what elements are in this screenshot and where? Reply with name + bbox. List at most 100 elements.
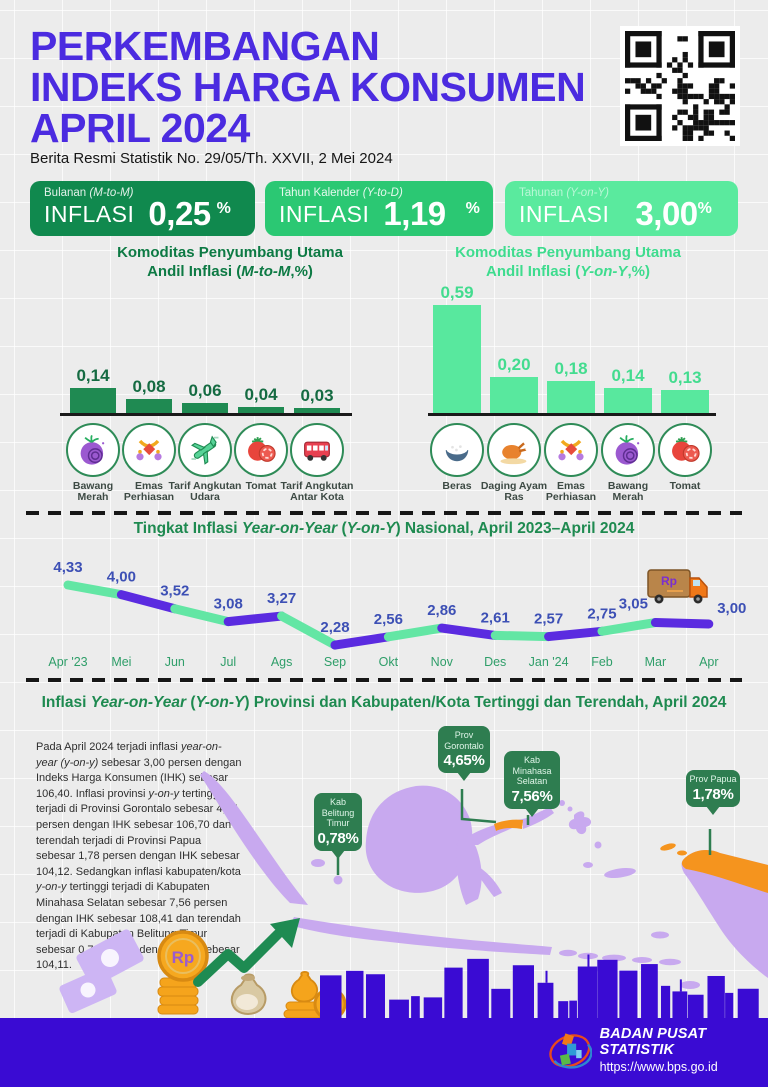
callout-label-line: Kab [329, 797, 346, 807]
tomato-icon [234, 423, 288, 477]
line-segment [116, 590, 180, 614]
qr-code [620, 26, 740, 146]
map-kalimantan [365, 785, 473, 893]
banknote-icon [59, 967, 117, 1013]
building-silhouette [707, 975, 725, 1018]
building-silhouette [558, 1001, 569, 1018]
map-section-title: Inflasi Year-on-Year (Y-on-Y) Provinsi d… [41, 694, 727, 711]
building-silhouette [320, 975, 342, 1018]
bar-value-label: 0,18 [554, 359, 588, 378]
x-axis-tick-label: Mei [111, 655, 131, 669]
inflation-value: 0,25 [148, 195, 211, 232]
building-silhouette [389, 999, 409, 1018]
inflation-word: INFLASI [279, 201, 370, 227]
map-seram [604, 868, 636, 878]
dashed-divider [26, 678, 742, 682]
building-silhouette [577, 966, 598, 1018]
onion-icon [66, 423, 120, 477]
line-value-label: 2,75 [587, 605, 616, 622]
line-value-label: 2,86 [427, 602, 456, 619]
bar-value-label: 0,13 [668, 368, 702, 387]
bar-category-label: Tomat [669, 480, 701, 492]
building-silhouette [537, 982, 554, 1018]
release-subtitle: Berita Resmi Statistik No. 29/05/Th. XXV… [30, 150, 393, 167]
bar-tarif-angkutan-udara [182, 403, 228, 414]
page-title-line: APRIL 2024 [30, 105, 250, 151]
tomato-icon [658, 423, 712, 477]
building-silhouette [737, 988, 759, 1018]
x-axis-tick-label: Feb [591, 655, 613, 669]
indonesia-map [200, 771, 768, 989]
svg-text:Rp: Rp [172, 948, 195, 967]
money-growth-illustration: Rp Rp [59, 918, 347, 1020]
building-silhouette [467, 958, 489, 1018]
callout-kab-minahasa-selatan: Kab Minahasa Selatan 7,56% [504, 751, 560, 816]
x-axis-tick-label: Mar [645, 655, 667, 669]
bar-category-label: Bawang Merah [607, 480, 649, 503]
line-value-label: 3,00 [717, 600, 746, 617]
callout-value: 1,78% [692, 785, 734, 803]
stat-box-label: Tahunan (Y-on-Y) [519, 187, 609, 199]
stat-box-label: Tahun Kalender (Y-to-D) [279, 187, 403, 199]
inflation-value: 3,00 [635, 195, 698, 232]
bar-category-label: Emas Perhiasan [545, 480, 597, 503]
inflation-word: INFLASI [519, 201, 610, 227]
stat-box-yearly-inflation: Tahunan (Y-on-Y) INFLASI 3,00% [505, 181, 738, 236]
x-axis-tick-label: Apr [699, 655, 718, 669]
line-segment [597, 618, 660, 636]
jewelry-icon [544, 423, 598, 477]
building-silhouette [619, 970, 638, 1018]
bar-category-label: Tomat [245, 480, 277, 492]
map-belitung-island [333, 875, 343, 885]
line-segment [383, 623, 447, 642]
line-segment [63, 580, 126, 600]
line-segment [490, 630, 554, 642]
line-value-label: 2,56 [374, 611, 403, 628]
rp-truck-icon: Rp [647, 569, 708, 604]
bar-category-label: Daging Ayam Ras [480, 480, 548, 503]
page-title-line: PERKEMBANGAN [30, 23, 380, 69]
bar-daging-ayam-ras [490, 377, 538, 414]
bar-category-label: Beras [442, 480, 472, 492]
map-bangka [311, 859, 325, 867]
callout-label-line: Kab [523, 755, 540, 765]
line-segment [650, 618, 714, 629]
stat-box-ytd-inflation: Tahun Kalender (Y-to-D) INFLASI 1,19% [265, 181, 493, 236]
bar-emas-perhiasan [547, 381, 595, 414]
percent-sign: % [216, 200, 231, 217]
svg-text:Rp: Rp [661, 574, 677, 588]
bar-value-label: 0,20 [497, 355, 531, 374]
onion-icon [601, 423, 655, 477]
line-value-label: 2,57 [534, 611, 563, 628]
stat-box-label: Bulanan (M-to-M) [44, 187, 134, 199]
line-value-label: 3,08 [214, 596, 243, 613]
callout-prov-gorontalo: Prov Gorontalo 4,65% [438, 726, 490, 781]
callout-value: 4,65% [443, 752, 485, 769]
x-axis-tick-label: Okt [379, 655, 399, 669]
x-axis-tick-label: Sep [324, 655, 346, 669]
bar-value-label: 0,04 [244, 385, 278, 404]
footer-url-link[interactable]: https://www.bps.go.id [599, 1060, 718, 1074]
caption-yoy-contributors: Komoditas Penyumbang Utama Andil Inflasi … [455, 244, 681, 280]
line-value-label: 2,28 [320, 619, 349, 636]
x-axis-tick-label: Ags [271, 655, 293, 669]
building-silhouette [411, 996, 420, 1018]
line-value-label: 3,05 [619, 596, 648, 613]
map-sumatra [200, 771, 308, 905]
callout-prov-papua: Prov Papua 1,78% [686, 770, 740, 814]
line-segment [544, 626, 607, 642]
callout-kab-belitung-timur: Kab Belitung Timur 0,78% [314, 793, 362, 858]
line-segment [223, 611, 287, 627]
callout-label-line: Belitung [321, 807, 355, 818]
building-silhouette [687, 994, 704, 1018]
x-axis-tick-label: Jul [220, 655, 236, 669]
line-segment [330, 632, 393, 650]
x-axis-tick-label: Des [484, 655, 506, 669]
line-value-label: 4,00 [107, 569, 136, 586]
building-silhouette [672, 991, 688, 1018]
percent-sign: % [697, 200, 712, 217]
map-java [290, 917, 552, 955]
bar-bawang-merah [70, 388, 116, 414]
x-axis-line [60, 413, 352, 416]
